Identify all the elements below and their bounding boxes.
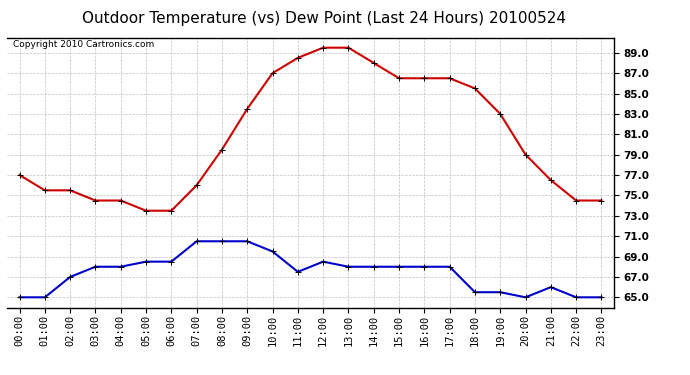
Text: Outdoor Temperature (vs) Dew Point (Last 24 Hours) 20100524: Outdoor Temperature (vs) Dew Point (Last…: [82, 11, 566, 26]
Text: Copyright 2010 Cartronics.com: Copyright 2010 Cartronics.com: [13, 40, 155, 49]
